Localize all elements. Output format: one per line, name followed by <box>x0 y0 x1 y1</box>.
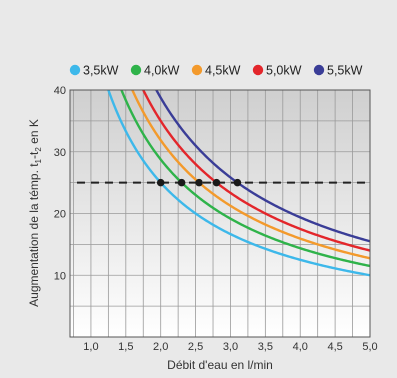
series-line-4 <box>141 90 370 252</box>
x-tick-labels: 1,0 1,5 2,0 2,5 3,0 3,5 4,0 4,5 5,0 <box>83 341 377 353</box>
intersection-marker-3 <box>195 178 203 187</box>
series-line-1 <box>107 90 370 277</box>
y-tick-label: 30 <box>54 147 66 159</box>
series-line-5 <box>154 90 370 243</box>
y-tick-label: 10 <box>54 270 66 282</box>
legend-dot-5 <box>313 64 325 76</box>
series-line-3 <box>131 90 370 260</box>
legend-dot-1 <box>69 64 81 76</box>
x-axis-label: Débit d'eau en l/min <box>167 358 273 372</box>
y-tick-label: 40 <box>54 85 66 97</box>
legend: 3,5kW 4,0kW 4,5kW 5,0kW 5,5kW <box>69 64 363 78</box>
y-axis-label: Augmentation de la témp. t1-t2 en K <box>27 119 43 307</box>
series-line-2 <box>120 90 370 268</box>
intersection-marker-5 <box>233 178 242 187</box>
legend-dot-4 <box>252 64 264 76</box>
x-tick-label: 3,5 <box>258 341 273 353</box>
markers <box>156 178 242 187</box>
x-tick-label: 3,0 <box>223 341 238 353</box>
legend-label-4: 5,0kW <box>266 64 302 78</box>
legend-dot-2 <box>130 64 142 76</box>
x-tick-label: 4,5 <box>327 341 342 353</box>
curves <box>107 90 370 277</box>
legend-dot-3 <box>191 64 203 76</box>
legend-label-2: 4,0kW <box>144 64 180 78</box>
legend-label-3: 4,5kW <box>205 64 241 78</box>
y-tick-labels: 10 20 30 40 <box>54 85 66 282</box>
intersection-marker-4 <box>212 178 221 187</box>
legend-label-5: 5,5kW <box>327 64 363 78</box>
x-tick-label: 2,0 <box>153 341 168 353</box>
y-tick-label: 20 <box>54 209 66 221</box>
intersection-marker-1 <box>156 178 165 187</box>
x-tick-label: 5,0 <box>362 341 377 353</box>
legend-label-1: 3,5kW <box>83 64 119 78</box>
plot-frame <box>69 89 371 338</box>
x-tick-label: 4,0 <box>293 341 308 353</box>
x-tick-label: 1,0 <box>83 341 98 353</box>
x-tick-label: 1,5 <box>118 341 133 353</box>
x-tick-label: 2,5 <box>188 341 203 353</box>
intersection-marker-2 <box>177 178 186 187</box>
